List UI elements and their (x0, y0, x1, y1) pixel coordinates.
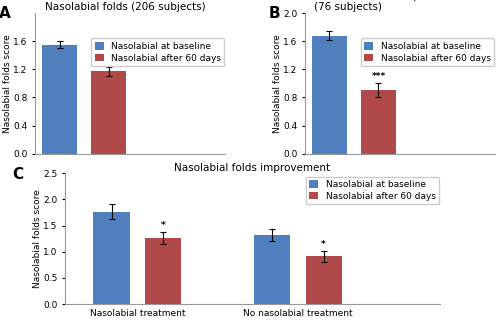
Bar (306, 256, 342, 304)
Title: Nasolabial folds improvement: Nasolabial folds improvement (174, 163, 330, 173)
Bar (42, 45, 76, 154)
Text: Nasolabial folds (206 subjects): Nasolabial folds (206 subjects) (44, 2, 205, 12)
Legend: Nasolabial at baseline, Nasolabial after 60 days: Nasolabial at baseline, Nasolabial after… (306, 177, 439, 204)
Bar (92, 71, 126, 154)
Y-axis label: Nasolabial folds score: Nasolabial folds score (272, 34, 281, 133)
Text: A: A (0, 6, 10, 21)
Y-axis label: Nasolabial folds score: Nasolabial folds score (2, 34, 12, 133)
Legend: Nasolabial at baseline, Nasolabial after 60 days: Nasolabial at baseline, Nasolabial after… (91, 39, 224, 66)
Text: *: * (161, 221, 166, 230)
Bar (362, 90, 396, 154)
Text: *: * (321, 240, 326, 249)
Bar (94, 212, 130, 304)
Text: B: B (269, 6, 280, 21)
Text: ***: *** (372, 72, 386, 80)
Text: Nasolabial folds improvement
(76 subjects): Nasolabial folds improvement (76 subject… (314, 0, 470, 12)
Bar (254, 235, 290, 304)
Bar (312, 36, 346, 154)
Y-axis label: Nasolabial folds score: Nasolabial folds score (32, 189, 42, 288)
Text: ***: *** (102, 56, 116, 65)
Legend: Nasolabial at baseline, Nasolabial after 60 days: Nasolabial at baseline, Nasolabial after… (361, 39, 494, 66)
Text: C: C (12, 167, 24, 182)
Bar (145, 238, 182, 304)
